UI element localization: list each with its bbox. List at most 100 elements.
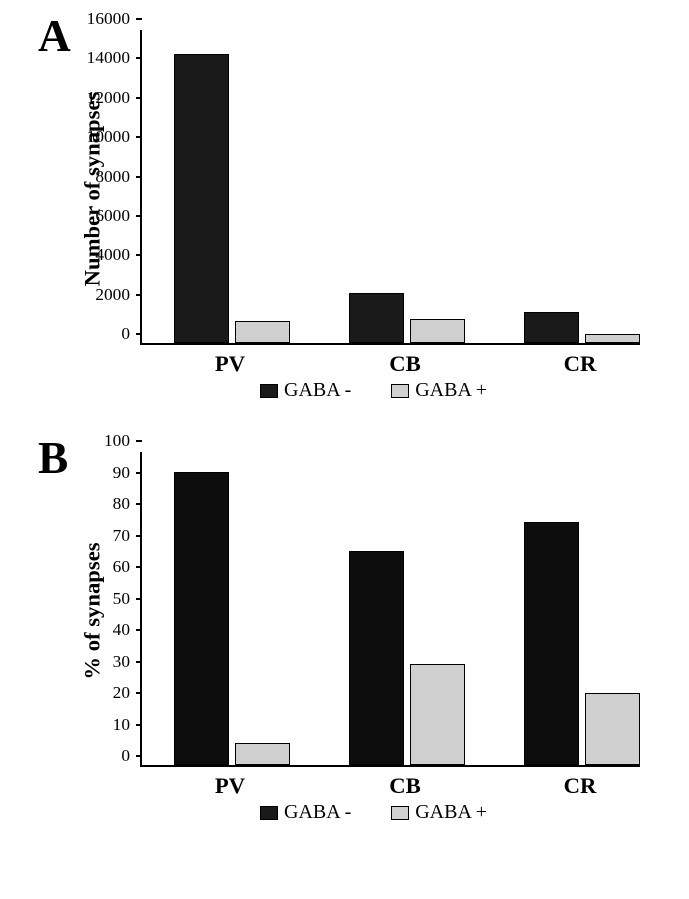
y-tick-label: 80 <box>113 494 132 514</box>
y-tick: 4000 <box>95 245 142 265</box>
y-tick: 10 <box>113 715 142 735</box>
chart-a-legend: GABA - GABA + <box>260 379 669 402</box>
y-tick: 30 <box>113 652 142 672</box>
y-tick: 14000 <box>87 48 142 68</box>
y-tick-label: 0 <box>121 324 132 344</box>
legend-text: GABA - <box>284 379 351 402</box>
legend-item: GABA - <box>260 379 351 402</box>
y-tick-label: 60 <box>113 557 132 577</box>
y-tick: 8000 <box>95 167 142 187</box>
y-tick-mark <box>136 629 142 631</box>
y-tick-mark <box>136 692 142 694</box>
legend-swatch <box>391 384 409 398</box>
y-tick: 90 <box>113 463 142 483</box>
legend-text: GABA + <box>415 379 487 402</box>
y-tick-label: 4000 <box>95 245 132 265</box>
y-tick-label: 10000 <box>87 127 132 147</box>
y-tick-mark <box>136 724 142 726</box>
bar <box>349 293 404 343</box>
y-tick-label: 40 <box>113 620 132 640</box>
y-tick-mark <box>136 333 142 335</box>
panel-b-label: B <box>38 432 68 484</box>
y-tick: 80 <box>113 494 142 514</box>
bar <box>174 472 229 765</box>
legend-text: GABA + <box>415 801 487 824</box>
y-tick: 12000 <box>87 88 142 108</box>
y-tick: 2000 <box>95 285 142 305</box>
panel-a-label: A <box>38 10 71 62</box>
chart-b-x-labels: PVCBCR <box>140 767 640 797</box>
y-tick: 60 <box>113 557 142 577</box>
x-category-label: CB <box>389 773 420 799</box>
bar <box>585 693 640 765</box>
legend-item: GABA + <box>391 801 487 824</box>
y-tick-label: 50 <box>113 589 132 609</box>
y-tick-mark <box>136 472 142 474</box>
y-tick-label: 70 <box>113 526 132 546</box>
bar-group <box>349 551 465 765</box>
y-tick-mark <box>136 440 142 442</box>
y-tick-mark <box>136 535 142 537</box>
legend-swatch <box>391 806 409 820</box>
bar <box>349 551 404 765</box>
y-tick-label: 8000 <box>95 167 132 187</box>
y-tick: 6000 <box>95 206 142 226</box>
y-tick-label: 0 <box>121 746 132 766</box>
y-tick: 16000 <box>87 9 142 29</box>
bar <box>235 743 290 765</box>
y-tick-mark <box>136 97 142 99</box>
y-tick-mark <box>136 566 142 568</box>
y-tick-mark <box>136 294 142 296</box>
legend-item: GABA + <box>391 379 487 402</box>
y-tick: 10000 <box>87 127 142 147</box>
y-tick-mark <box>136 18 142 20</box>
y-tick-mark <box>136 503 142 505</box>
legend-swatch <box>260 806 278 820</box>
bar <box>585 334 640 343</box>
y-tick-mark <box>136 598 142 600</box>
bar-group <box>524 312 640 344</box>
chart-b-bars <box>142 452 640 765</box>
chart-b-plot: % of synapses 0102030405060708090100 <box>140 452 640 767</box>
y-tick-label: 12000 <box>87 88 132 108</box>
bar-group <box>524 522 640 765</box>
bar <box>410 664 465 765</box>
legend-text: GABA - <box>284 801 351 824</box>
figure: A Number of synapses 0200040006000800010… <box>0 0 689 874</box>
y-tick-label: 6000 <box>95 206 132 226</box>
bar <box>235 321 290 343</box>
y-tick-label: 100 <box>104 431 132 451</box>
chart-a-plot: Number of synapses 020004000600080001000… <box>140 30 640 345</box>
bar <box>524 522 579 765</box>
y-tick-mark <box>136 755 142 757</box>
y-tick-mark <box>136 57 142 59</box>
y-tick-label: 20 <box>113 683 132 703</box>
bar-group <box>349 293 465 343</box>
legend-swatch <box>260 384 278 398</box>
bar <box>174 54 229 343</box>
y-tick-label: 16000 <box>87 9 132 29</box>
bar <box>524 312 579 344</box>
y-tick: 70 <box>113 526 142 546</box>
y-tick: 20 <box>113 683 142 703</box>
x-category-label: PV <box>215 351 245 377</box>
y-tick: 50 <box>113 589 142 609</box>
chart-a-bars <box>142 30 640 343</box>
y-tick-mark <box>136 215 142 217</box>
legend-item: GABA - <box>260 801 351 824</box>
y-tick-mark <box>136 176 142 178</box>
y-tick-mark <box>136 254 142 256</box>
x-category-label: CB <box>389 351 420 377</box>
y-tick-label: 30 <box>113 652 132 672</box>
bar <box>410 319 465 343</box>
y-tick-mark <box>136 136 142 138</box>
y-tick-label: 2000 <box>95 285 132 305</box>
y-tick-label: 10 <box>113 715 132 735</box>
bar-group <box>174 54 290 343</box>
chart-b-legend: GABA - GABA + <box>260 801 669 824</box>
y-tick-mark <box>136 661 142 663</box>
x-category-label: PV <box>215 773 245 799</box>
chart-b-y-axis-label: % of synapses <box>79 453 105 768</box>
y-tick-label: 90 <box>113 463 132 483</box>
y-tick: 40 <box>113 620 142 640</box>
